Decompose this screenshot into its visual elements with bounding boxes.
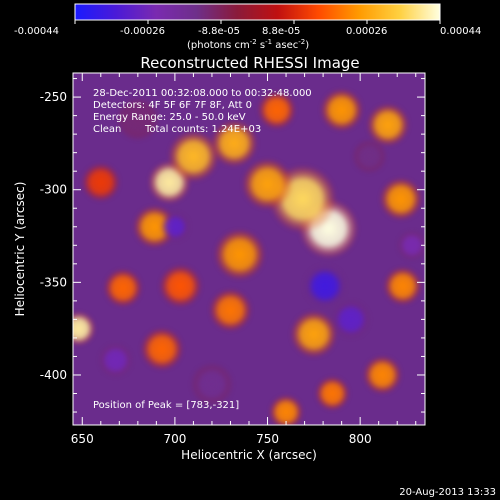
x-tick-label: 750 — [256, 432, 279, 446]
negative-blob — [397, 230, 425, 261]
y-tick-label: -250 — [40, 90, 67, 104]
emission-blob — [103, 268, 143, 308]
x-tick-label: 700 — [163, 432, 186, 446]
emission-blob — [379, 177, 423, 221]
axis-ticks — [73, 73, 425, 425]
x-tick-label: 800 — [349, 432, 372, 446]
emission-blob — [210, 119, 258, 167]
footer-timestamp: 20-Aug-2013 13:33 — [399, 487, 496, 498]
negative-blob — [159, 211, 190, 242]
emission-blob — [209, 288, 252, 332]
chart-title: Reconstructed RHESSI Image — [140, 54, 359, 72]
annotation-clean: Clean — [93, 124, 121, 135]
colorbar-tick-label: -8.8e-05 — [198, 26, 240, 37]
negative-blob — [352, 139, 387, 174]
colorbar-tick-label: 8.8e-05 — [262, 26, 300, 37]
colorbar — [74, 3, 441, 21]
annotation-peak-position: Position of Peak = [783,-321] — [93, 400, 239, 411]
emission-blob — [269, 394, 304, 425]
annotation-detectors: Detectors: 4F 5F 6F 7F 8F, Att 0 — [93, 100, 252, 111]
emission-blob — [167, 130, 219, 182]
emission-blob — [214, 228, 266, 281]
colorbar-tick-label: -0.00026 — [120, 26, 165, 37]
x-tick-labels: 650 700 750 800 — [71, 432, 372, 446]
y-tick-labels: -250 -300 -350 -400 — [40, 90, 67, 382]
y-tick-label: -300 — [40, 183, 67, 197]
emission-blob — [257, 90, 296, 130]
annotation-total-counts: Total counts: 1.24E+03 — [144, 124, 261, 135]
emission-blob — [383, 266, 422, 306]
emission-blob — [315, 376, 350, 411]
emission-blob — [363, 355, 402, 395]
x-tick-label: 650 — [71, 432, 94, 446]
colorbar-ticks — [74, 20, 441, 24]
annotation-energy-range: Energy Range: 25.0 - 50.0 keV — [93, 112, 246, 123]
emission-blob — [159, 264, 202, 308]
colorbar-unit: (photons cm-2 s-1 asec-2) — [187, 38, 309, 51]
heatmap-area — [73, 73, 425, 425]
heatmap-blobs — [73, 88, 425, 425]
y-axis-label: Heliocentric Y (arcsec) — [13, 182, 27, 317]
negative-blob — [331, 300, 371, 339]
colorbar-tick-label: 0.00044 — [440, 26, 481, 37]
emission-blob — [320, 88, 363, 132]
y-tick-label: -350 — [40, 275, 67, 289]
emission-blob — [73, 311, 96, 346]
emission-blob — [140, 327, 184, 371]
negative-blob — [303, 264, 347, 308]
negative-blob — [116, 98, 160, 141]
colorbar-tick-label: 0.00026 — [346, 26, 387, 37]
x-axis-label: Heliocentric X (arcsec) — [181, 448, 317, 462]
emission-blob — [290, 310, 338, 358]
colorbar-tick-label: -0.00044 — [14, 26, 59, 37]
y-tick-label: -400 — [40, 368, 67, 382]
emission-blob — [241, 158, 294, 210]
annotation-time-range: 28-Dec-2011 00:32:08.000 to 00:32:48.000 — [93, 88, 312, 99]
negative-blob — [190, 362, 234, 406]
negative-blob — [98, 343, 133, 378]
emission-blob — [81, 163, 120, 202]
emission-blob — [366, 103, 410, 147]
